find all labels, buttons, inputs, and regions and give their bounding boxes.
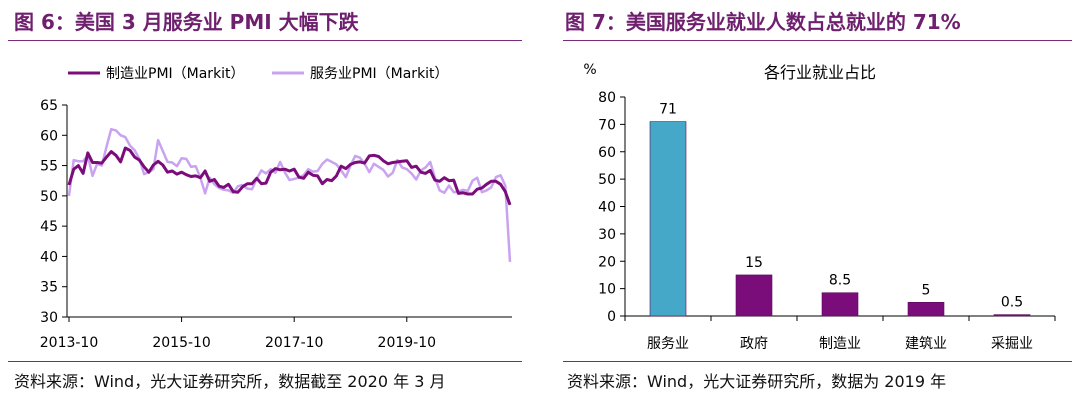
series-line-manufacturing <box>67 146 512 206</box>
bar-category-label: 建筑业 <box>905 336 947 352</box>
line-legend: 制造业PMI（Markit） 服务业PMI（Markit） <box>68 66 449 82</box>
bar-y-tick-label: 10 <box>598 282 616 298</box>
bar-y-tick-label: 20 <box>598 254 616 270</box>
bar-data-label: 8.5 <box>829 273 851 289</box>
pmi-line-chart: 制造业PMI（Markit） 服务业PMI（Markit） 30 35 40 45 50… <box>40 66 512 351</box>
line-y-tick-label: 65 <box>40 98 58 114</box>
bar-data-label: 0.5 <box>1001 295 1023 311</box>
bar-category-label: 制造业 <box>819 336 861 352</box>
bar-y-tick-label: 50 <box>598 172 616 188</box>
right-source-rule <box>563 361 1072 362</box>
left-source-rule <box>8 361 522 362</box>
employment-bar-chart: 各行业就业占比 % 0 10 20 30 40 50 60 70 80 71 服务业 15 政府 8.5… <box>583 62 1056 352</box>
legend-label-manufacturing: 制造业PMI（Markit） <box>106 66 245 82</box>
right-source-note: 资料来源：Wind，光大证券研究所，数据为 2019 年 <box>567 372 947 391</box>
bar-y-tick-label: 30 <box>598 227 616 243</box>
line-x-tick-label: 2015-10 <box>152 335 211 351</box>
bar-4 <box>993 314 1031 317</box>
bar-y-tick-label: 0 <box>607 309 616 325</box>
bar-2 <box>821 292 859 317</box>
bar-category-label: 采掘业 <box>991 336 1033 352</box>
line-x-tick-label: 2017-10 <box>265 335 324 351</box>
line-y-tick-label: 50 <box>40 189 58 205</box>
line-y-tick-label: 35 <box>40 280 58 296</box>
bar-data-label: 5 <box>922 282 931 298</box>
bar-axes: 0 10 20 30 40 50 60 70 80 <box>598 90 1056 325</box>
bar-category-label: 政府 <box>740 336 768 352</box>
line-y-tick-label: 45 <box>40 219 58 235</box>
line-series <box>67 127 512 262</box>
bar-y-tick-label: 40 <box>598 200 616 216</box>
legend-label-services: 服务业PMI（Markit） <box>310 66 449 82</box>
line-y-tick-label: 40 <box>40 249 58 265</box>
bar-category-label: 服务业 <box>647 336 689 352</box>
line-y-tick-label: 60 <box>40 128 58 144</box>
bar-0 <box>649 121 687 317</box>
left-title-rule <box>8 40 522 41</box>
bar-data-label: 15 <box>745 255 763 271</box>
line-y-tick-label: 55 <box>40 159 58 175</box>
left-panel: 图 6：美国 3 月服务业 PMI 大幅下跌 制造业PMI（Markit） 服务… <box>0 0 530 402</box>
right-title-rule <box>563 40 1072 41</box>
bar-y-tick-label: 80 <box>598 90 616 106</box>
left-source-note: 资料来源：Wind，光大证券研究所，数据截至 2020 年 3 月 <box>14 372 446 391</box>
line-axes: 30 35 40 45 50 55 60 65 2013-10 2015-10 2017-10 201… <box>40 98 512 351</box>
right-figure-title: 图 7：美国服务业就业人数占总就业的 71% <box>565 10 961 34</box>
left-figure-title: 图 6：美国 3 月服务业 PMI 大幅下跌 <box>14 10 359 34</box>
bar-y-tick-label: 70 <box>598 117 616 133</box>
series-line-services <box>67 127 512 262</box>
bar-unit-label: % <box>583 62 596 78</box>
line-x-tick-label: 2019-10 <box>378 335 437 351</box>
right-panel: 图 7：美国服务业就业人数占总就业的 71% 各行业就业占比 % 0 10 20 30… <box>555 0 1080 402</box>
bar-y-tick-label: 60 <box>598 145 616 161</box>
line-x-tick-label: 2013-10 <box>40 335 99 351</box>
bar-3 <box>907 302 945 317</box>
line-y-tick-label: 30 <box>40 310 58 326</box>
bar-data-label: 71 <box>659 102 677 118</box>
bar-chart-title: 各行业就业占比 <box>764 63 876 82</box>
bar-1 <box>735 274 773 317</box>
bar-marks: 71 服务业 15 政府 8.5 制造业 5 建筑业 0.5 采掘业 <box>647 102 1033 352</box>
